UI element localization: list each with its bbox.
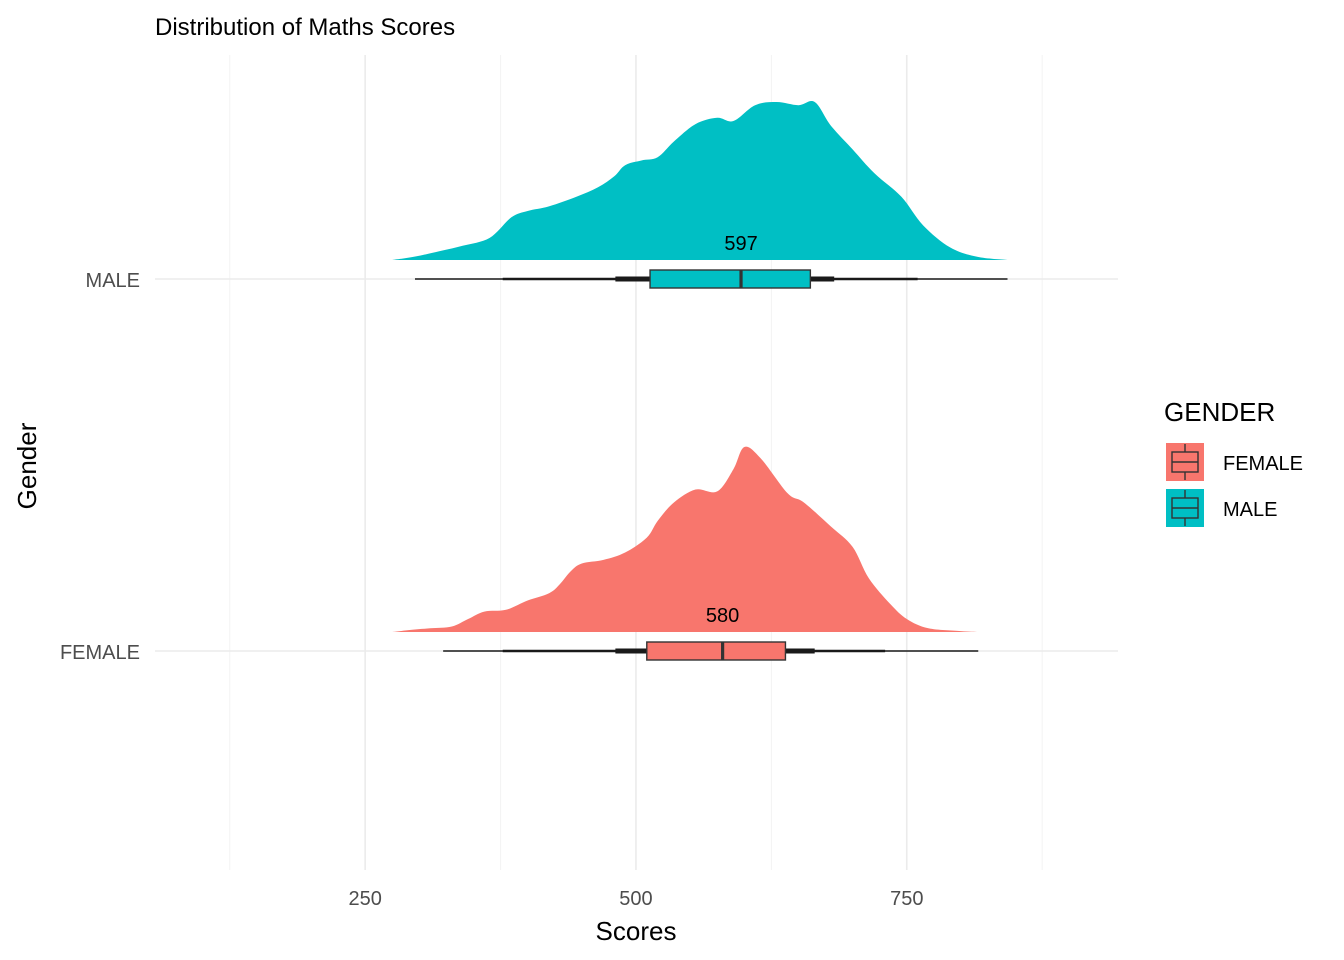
density-male [392,101,1008,260]
legend-item-female: FEMALE [1166,443,1303,481]
median-label: 597 [724,233,757,255]
y-tick-label: MALE [86,270,140,292]
density-female [392,446,979,632]
legend-label: FEMALE [1223,453,1303,475]
series-female: 580 [392,446,979,661]
plot-area: 580 597 [392,101,1008,661]
legend-item-male: MALE [1166,489,1277,527]
x-axis-title: Scores [596,916,677,946]
x-axis-ticks: 250 500 750 [348,888,923,910]
legend-label: MALE [1223,499,1277,521]
y-axis-ticks: FEMALE MALE [60,270,140,664]
box-female [646,641,787,661]
legend-title: GENDER [1164,397,1275,427]
y-tick-label: FEMALE [60,642,140,664]
x-tick-label: 250 [348,888,381,910]
median-label: 580 [706,605,739,627]
y-axis-title: Gender [12,422,42,509]
x-tick-label: 500 [619,888,652,910]
x-tick-label: 750 [890,888,923,910]
box-male [649,269,812,289]
series-male: 597 [392,101,1008,289]
legend: GENDER FEMALE MALE [1164,397,1303,527]
chart-title: Distribution of Maths Scores [155,14,455,41]
